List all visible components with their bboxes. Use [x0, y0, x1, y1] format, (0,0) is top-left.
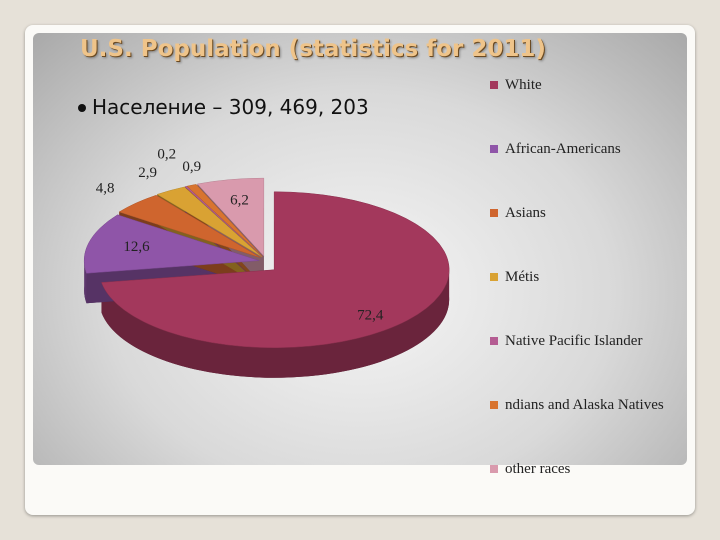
- data-label: 2,9: [138, 165, 157, 181]
- legend-label: African-Americans: [505, 141, 621, 157]
- pie-slice: [83, 214, 260, 274]
- slice-wall: [84, 260, 87, 304]
- legend-entry: White: [490, 75, 665, 95]
- pie-slice: [118, 194, 261, 259]
- legend-swatch: [490, 145, 498, 153]
- legend-label: White: [505, 77, 542, 93]
- legend-swatch: [490, 465, 498, 473]
- legend-label: Native Pacific Islander: [505, 333, 643, 349]
- legend-label: ndians and Alaska Natives: [505, 397, 664, 413]
- legend-label: Métis: [505, 269, 540, 285]
- legend-swatch: [490, 209, 498, 217]
- pie-slice: [101, 191, 450, 348]
- bullet-text: Население – 309, 469, 203: [78, 95, 369, 119]
- data-label: 0,9: [182, 159, 201, 175]
- legend-swatch: [490, 337, 498, 345]
- legend-entry: Métis: [490, 267, 665, 287]
- data-label: 4,8: [96, 181, 115, 197]
- legend-swatch: [490, 401, 498, 409]
- data-label: 6,2: [230, 192, 249, 208]
- pie-slice: [186, 184, 263, 257]
- pie-slice: [196, 177, 265, 257]
- legend-entry: African-Americans: [490, 139, 665, 159]
- data-label: 12,6: [123, 239, 150, 255]
- data-label: 0,2: [157, 146, 176, 162]
- slice-wall: [101, 269, 450, 378]
- legend-label: Asians: [505, 205, 546, 221]
- legend-label: other races: [505, 461, 571, 477]
- data-label: 72,4: [357, 308, 384, 324]
- legend-entry: other races: [490, 459, 665, 479]
- legend-entry: ndians and Alaska Natives: [490, 395, 665, 415]
- legend-entry: Native Pacific Islander: [490, 331, 665, 351]
- pie-slice: [156, 186, 263, 258]
- legend-swatch: [490, 81, 498, 89]
- legend-entry: Asians: [490, 203, 665, 223]
- legend-swatch: [490, 273, 498, 281]
- slide-title: U.S. Population (statistics for 2011): [80, 36, 546, 62]
